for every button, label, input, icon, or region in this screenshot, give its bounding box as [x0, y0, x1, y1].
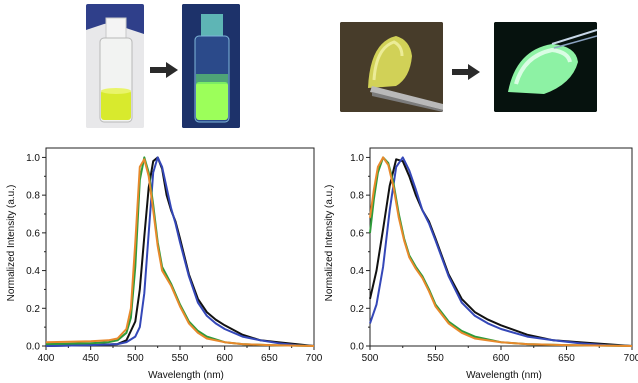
- plot-area: 500 550 600 650 700 0.0 0.2 0.4 0.6 0.8 1.0: [350, 147, 638, 364]
- plot-area: 400 450 500 550 600 650 700 0.0 0.2 0.4 0.6 0.8 1.0: [26, 147, 322, 364]
- y-tick-label: 0.6: [26, 228, 40, 239]
- y-axis-label: Normalized Intensity (a.u.): [324, 185, 335, 302]
- x-tick-label: 600: [493, 353, 510, 364]
- y-axis-label: Normalized Intensity (a.u.): [6, 185, 17, 302]
- emission-chart-left: Normalized Intensity (a.u.) Wavelength (…: [6, 147, 322, 381]
- series-line-orange: [45, 158, 315, 347]
- x-tick-label: 400: [38, 353, 55, 364]
- photo-vial-uv: [182, 4, 240, 128]
- vial-uv-illustration: [182, 4, 240, 128]
- y-tick-label: 1.0: [26, 153, 40, 164]
- x-tick-label: 500: [127, 353, 144, 364]
- y-tick-label: 0.0: [26, 342, 40, 353]
- x-tick-label: 500: [362, 353, 379, 364]
- dome-uv-illustration: [494, 22, 597, 112]
- x-tick-label: 650: [558, 353, 575, 364]
- series-line-black: [45, 156, 315, 347]
- series-line-blue: [45, 156, 315, 347]
- series-line-green: [369, 156, 633, 347]
- series-line-green: [45, 156, 315, 347]
- photo-dome-uv: [494, 22, 597, 112]
- y-tick-label: 0.6: [350, 228, 364, 239]
- arrow-right-icon: [150, 62, 178, 78]
- x-tick-label: 550: [172, 353, 189, 364]
- vial-ambient-illustration: [86, 4, 144, 128]
- dome-ambient-illustration: [340, 22, 443, 112]
- y-tick-label: 0.0: [350, 342, 364, 353]
- x-axis-label: Wavelength (nm): [148, 370, 224, 381]
- x-tick-label: 550: [427, 353, 444, 364]
- x-axis-label: Wavelength (nm): [466, 370, 542, 381]
- y-tick-label: 0.2: [26, 304, 40, 315]
- y-tick-label: 0.2: [350, 304, 364, 315]
- y-tick-label: 0.8: [350, 191, 364, 202]
- y-tick-label: 0.4: [26, 266, 40, 277]
- x-tick-label: 600: [216, 353, 233, 364]
- photo-dome-ambient: [340, 22, 443, 112]
- x-tick-label: 450: [82, 353, 99, 364]
- series-line-orange: [369, 156, 633, 347]
- y-tick-label: 1.0: [350, 153, 364, 164]
- y-tick-label: 0.4: [350, 266, 364, 277]
- plot-frame: [45, 147, 315, 347]
- x-tick-label: 650: [261, 353, 278, 364]
- photo-vial-ambient: [86, 4, 144, 128]
- series-line-blue: [369, 156, 633, 347]
- x-tick-label: 700: [624, 353, 638, 364]
- arrow-right-icon: [452, 64, 480, 80]
- y-tick-label: 0.8: [26, 191, 40, 202]
- x-tick-label: 700: [306, 353, 322, 364]
- emission-chart-right: Normalized Intensity (a.u.) Wavelength (…: [324, 147, 638, 381]
